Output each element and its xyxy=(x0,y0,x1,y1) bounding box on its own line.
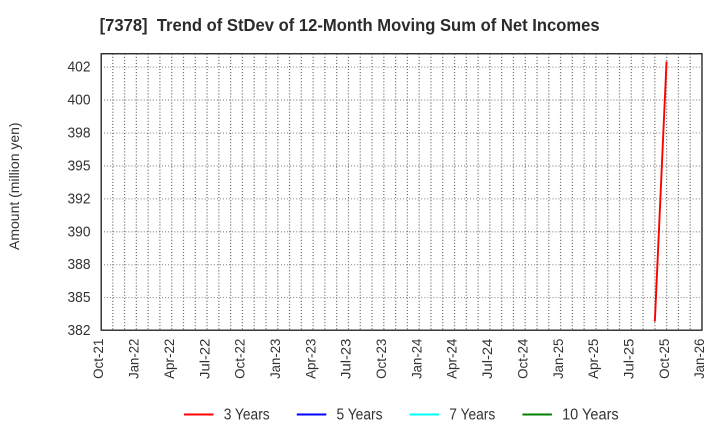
svg-text:Jan-24: Jan-24 xyxy=(409,339,425,379)
svg-text:Apr-25: Apr-25 xyxy=(586,339,602,379)
svg-text:388: 388 xyxy=(68,257,91,273)
svg-text:3 Years: 3 Years xyxy=(224,406,270,423)
svg-text:Oct-24: Oct-24 xyxy=(515,338,531,378)
svg-text:395: 395 xyxy=(68,158,91,174)
svg-text:Apr-23: Apr-23 xyxy=(303,339,319,379)
svg-text:Jan-23: Jan-23 xyxy=(268,339,284,379)
svg-text:385: 385 xyxy=(68,290,91,306)
svg-text:[7378] Trend of StDev of 12-M: [7378] Trend of StDev of 12-Month Moving… xyxy=(100,15,600,35)
svg-text:Oct-25: Oct-25 xyxy=(657,338,673,378)
svg-text:5 Years: 5 Years xyxy=(337,406,383,423)
svg-text:Amount (million yen): Amount (million yen) xyxy=(6,122,22,250)
svg-text:Jul-24: Jul-24 xyxy=(480,339,496,379)
svg-text:Jan-22: Jan-22 xyxy=(127,339,143,379)
svg-text:Jan-26: Jan-26 xyxy=(692,339,708,379)
svg-text:7 Years: 7 Years xyxy=(449,406,495,423)
svg-text:400: 400 xyxy=(68,93,91,109)
svg-text:382: 382 xyxy=(68,323,91,339)
svg-text:402: 402 xyxy=(68,60,91,76)
svg-text:Apr-24: Apr-24 xyxy=(445,339,461,379)
svg-text:398: 398 xyxy=(68,125,91,141)
svg-text:392: 392 xyxy=(68,191,91,207)
svg-text:Jul-25: Jul-25 xyxy=(621,339,637,379)
svg-text:Jul-22: Jul-22 xyxy=(197,339,213,379)
svg-text:Jan-25: Jan-25 xyxy=(551,339,567,379)
svg-text:Jul-23: Jul-23 xyxy=(339,339,355,379)
svg-text:10 Years: 10 Years xyxy=(562,406,619,423)
svg-text:Oct-21: Oct-21 xyxy=(91,338,107,378)
svg-text:390: 390 xyxy=(68,224,91,240)
svg-text:Oct-23: Oct-23 xyxy=(374,338,390,378)
svg-text:Oct-22: Oct-22 xyxy=(233,338,249,378)
svg-text:Apr-22: Apr-22 xyxy=(162,339,178,379)
